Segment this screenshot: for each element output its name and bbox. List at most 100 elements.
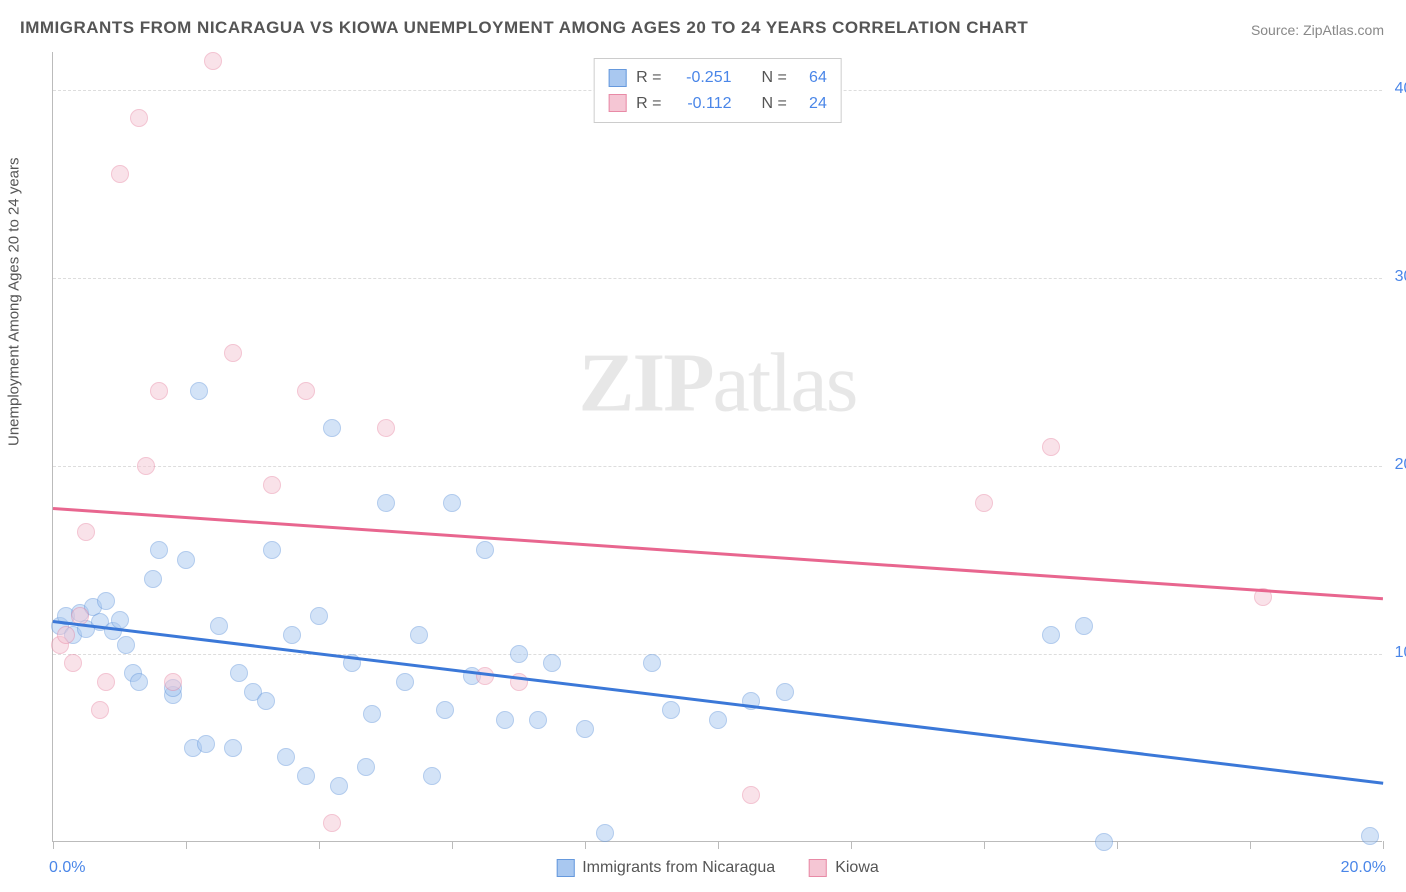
n-label: N = [762, 91, 787, 117]
legend-swatch [809, 859, 827, 877]
y-axis-label: Unemployment Among Ages 20 to 24 years [6, 157, 23, 446]
legend-row: R =-0.112N =24 [608, 91, 827, 117]
x-tick [319, 841, 320, 849]
x-tick [718, 841, 719, 849]
scatter-point [204, 52, 222, 70]
scatter-point [396, 673, 414, 691]
x-tick [585, 841, 586, 849]
scatter-point [64, 654, 82, 672]
scatter-point [263, 476, 281, 494]
trend-line [53, 620, 1383, 784]
n-label: N = [762, 65, 787, 91]
legend-row: R = -0.251 N = 64 [608, 65, 827, 91]
watermark: ZIPatlas [579, 335, 857, 432]
legend-item: Kiowa [809, 859, 879, 877]
scatter-point [1095, 833, 1113, 851]
r-value: -0.251 [672, 65, 732, 91]
scatter-point [363, 705, 381, 723]
scatter-point [443, 494, 461, 512]
scatter-point [476, 667, 494, 685]
scatter-point [476, 541, 494, 559]
scatter-point [529, 711, 547, 729]
scatter-point [190, 382, 208, 400]
scatter-point [323, 814, 341, 832]
scatter-point [1042, 626, 1060, 644]
scatter-point [410, 626, 428, 644]
gridline [53, 654, 1382, 655]
scatter-point [257, 692, 275, 710]
scatter-point [543, 654, 561, 672]
scatter-point [377, 494, 395, 512]
scatter-point [1042, 438, 1060, 456]
n-value: 24 [797, 91, 827, 117]
x-tick [1383, 841, 1384, 849]
gridline [53, 278, 1382, 279]
scatter-point [130, 673, 148, 691]
correlation-legend: R =-0.251N =64R =-0.112N =24 [593, 58, 842, 123]
scatter-point [224, 739, 242, 757]
legend-swatch [608, 69, 626, 87]
scatter-point [776, 683, 794, 701]
scatter-point [150, 382, 168, 400]
chart-title: IMMIGRANTS FROM NICARAGUA VS KIOWA UNEMP… [20, 18, 1028, 38]
trend-line [53, 507, 1383, 600]
scatter-point [423, 767, 441, 785]
scatter-point [297, 382, 315, 400]
legend-item: Immigrants from Nicaragua [556, 859, 775, 877]
legend-label: Kiowa [835, 859, 879, 877]
scatter-point [144, 570, 162, 588]
legend-swatch [556, 859, 574, 877]
scatter-point [377, 419, 395, 437]
scatter-point [77, 523, 95, 541]
scatter-point [91, 701, 109, 719]
scatter-point [164, 673, 182, 691]
legend-swatch [608, 94, 626, 112]
scatter-point [742, 786, 760, 804]
scatter-point [496, 711, 514, 729]
scatter-point [177, 551, 195, 569]
scatter-point [975, 494, 993, 512]
scatter-point [117, 636, 135, 654]
scatter-point [357, 758, 375, 776]
scatter-point [97, 592, 115, 610]
scatter-point [111, 165, 129, 183]
y-tick-label: 20.0% [1395, 456, 1406, 474]
x-tick [984, 841, 985, 849]
x-tick [851, 841, 852, 849]
scatter-point [436, 701, 454, 719]
scatter-point [130, 109, 148, 127]
scatter-point [197, 735, 215, 753]
scatter-point [283, 626, 301, 644]
x-tick-label: 20.0% [1341, 859, 1386, 877]
scatter-point [310, 607, 328, 625]
scatter-point [224, 344, 242, 362]
scatter-point [230, 664, 248, 682]
source-label: Source: ZipAtlas.com [1251, 22, 1384, 38]
r-label: R = [636, 65, 661, 91]
y-tick-label: 40.0% [1395, 80, 1406, 98]
legend-label: Immigrants from Nicaragua [582, 859, 775, 877]
scatter-point [263, 541, 281, 559]
scatter-point [330, 777, 348, 795]
scatter-point [57, 626, 75, 644]
n-value: 64 [797, 65, 827, 91]
x-tick [186, 841, 187, 849]
gridline [53, 466, 1382, 467]
r-label: R = [636, 91, 661, 117]
chart-area: ZIPatlas R =-0.251N =64R =-0.112N =24 Im… [52, 52, 1382, 842]
scatter-point [510, 645, 528, 663]
x-tick [452, 841, 453, 849]
scatter-point [297, 767, 315, 785]
scatter-point [596, 824, 614, 842]
y-tick-label: 10.0% [1395, 644, 1406, 662]
scatter-point [97, 673, 115, 691]
series-legend: Immigrants from Nicaragua Kiowa [556, 859, 879, 877]
x-tick-label: 0.0% [49, 859, 85, 877]
scatter-point [662, 701, 680, 719]
scatter-point [643, 654, 661, 672]
scatter-point [323, 419, 341, 437]
x-tick [1250, 841, 1251, 849]
x-tick [53, 841, 54, 849]
scatter-point [1075, 617, 1093, 635]
watermark-bold: ZIP [579, 337, 713, 430]
